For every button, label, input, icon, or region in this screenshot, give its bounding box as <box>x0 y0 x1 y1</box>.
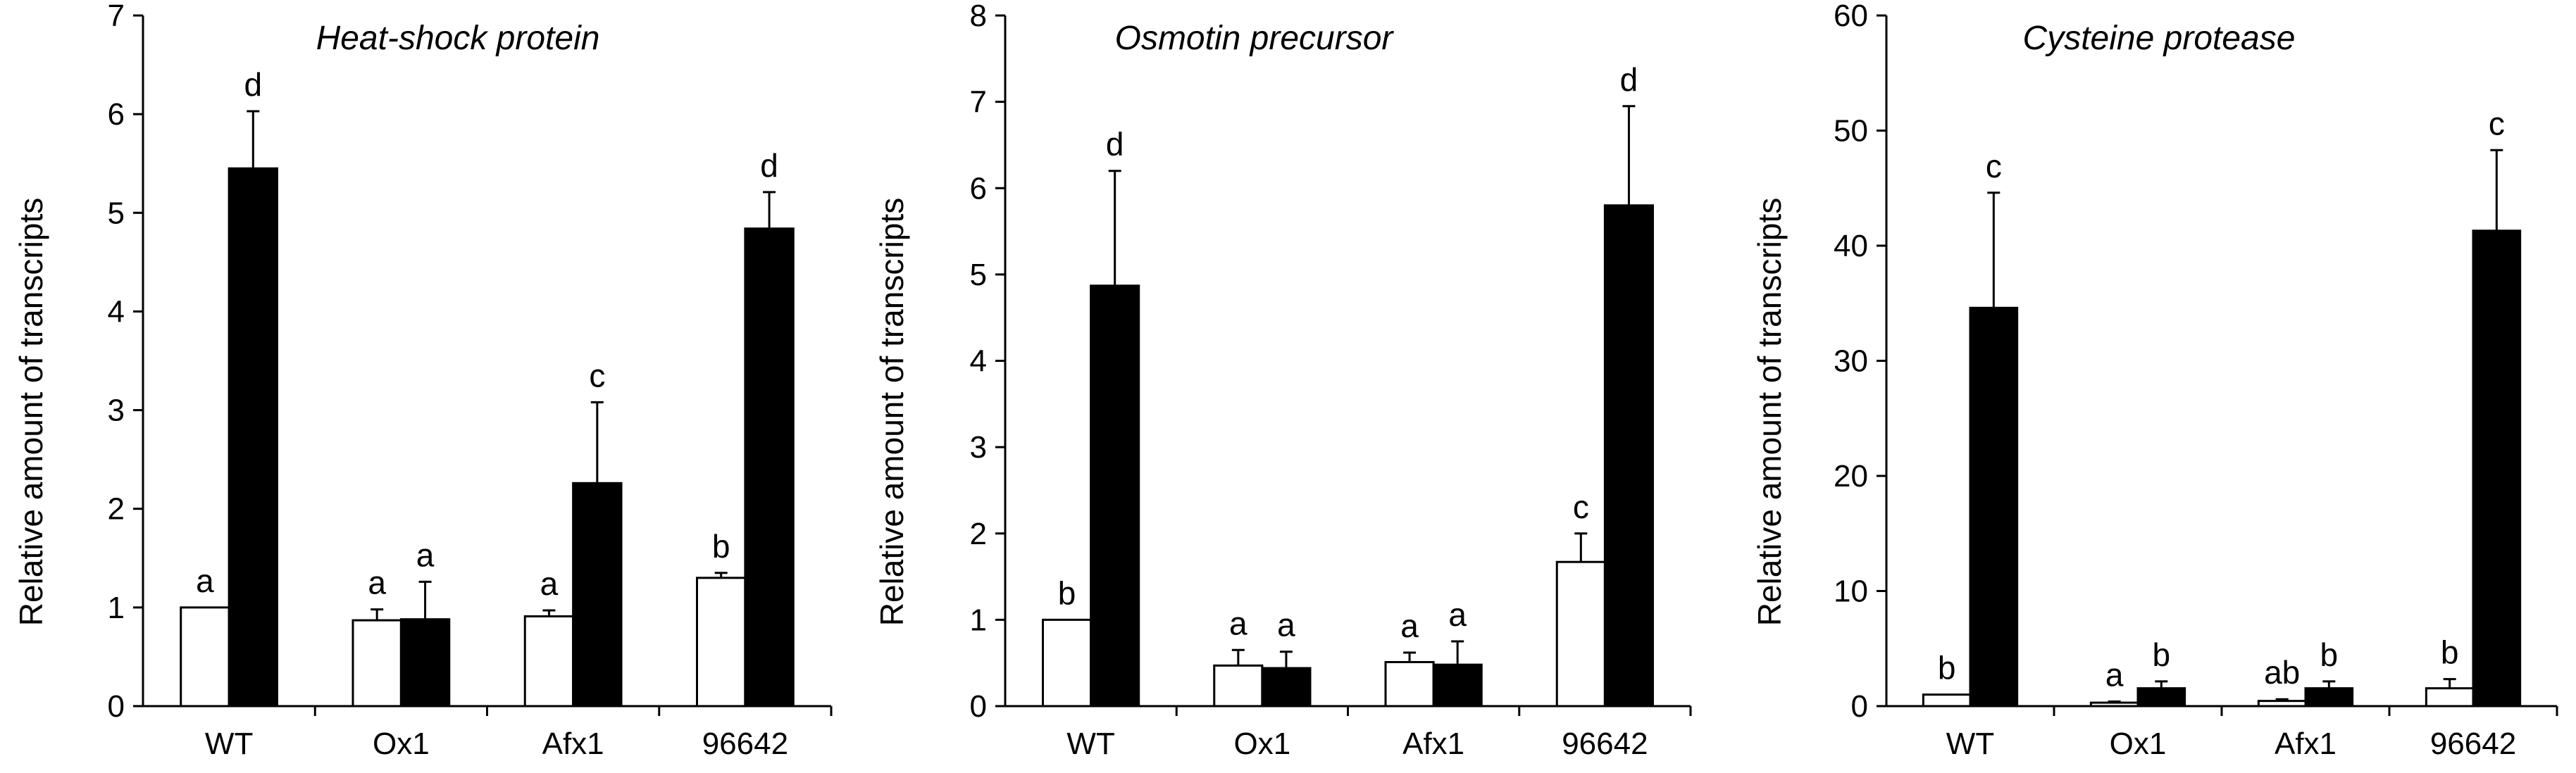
panel-osmotin-precursor: Osmotin precursor Relative amount of tra… <box>873 0 1692 761</box>
y-tick-label: 7 <box>970 85 987 120</box>
bar <box>2089 701 2139 708</box>
y-tick-label: 6 <box>970 171 987 206</box>
bar <box>572 482 623 708</box>
y-axis-label: Relative amount of transcripts <box>873 198 910 627</box>
significance-label: a <box>2105 656 2124 693</box>
x-tick-label: Ox1 <box>373 727 430 761</box>
bar <box>2136 687 2186 708</box>
y-tick-label: 1 <box>108 591 125 625</box>
y-tick-label: 0 <box>1851 689 1868 724</box>
bar <box>1213 664 1264 708</box>
y-tick-label: 4 <box>108 294 125 329</box>
significance-label: a <box>416 536 435 573</box>
bar <box>180 606 230 708</box>
bar <box>1555 560 1606 708</box>
chart-title: Osmotin precursor <box>1115 20 1395 57</box>
bar <box>2257 700 2307 708</box>
x-tick-label: Ox1 <box>1234 727 1291 761</box>
significance-label: d <box>760 147 778 184</box>
significance-label: a <box>1229 605 1247 641</box>
significance-label: a <box>1277 607 1295 643</box>
bar <box>1384 660 1435 708</box>
y-tick-label: 5 <box>108 196 125 230</box>
significance-label: d <box>1620 61 1638 98</box>
bar <box>1261 667 1312 708</box>
significance-label: d <box>1106 126 1124 163</box>
significance-label: b <box>1938 650 1956 686</box>
significance-label: ab <box>2264 654 2300 691</box>
y-tick-label: 3 <box>108 394 125 428</box>
significance-label: b <box>2441 634 2459 671</box>
bar <box>1090 284 1140 708</box>
y-tick-label: 3 <box>970 430 987 465</box>
significance-label: b <box>2320 636 2339 673</box>
bar <box>399 618 451 708</box>
x-tick-label: WT <box>1066 727 1114 761</box>
bar <box>1432 663 1483 708</box>
bar <box>1969 306 2019 708</box>
y-tick-label: 8 <box>970 0 987 33</box>
x-tick-label: Afx1 <box>542 727 604 761</box>
y-tick-label: 30 <box>1834 344 1868 379</box>
chart-title: Cysteine protease <box>2023 20 2296 57</box>
significance-label: c <box>1573 489 1589 525</box>
x-tick-label: Ox1 <box>2110 727 2167 761</box>
bar <box>2304 687 2354 708</box>
significance-label: d <box>244 66 263 103</box>
bar <box>744 227 795 708</box>
y-tick-label: 5 <box>970 258 987 292</box>
bar <box>523 615 575 708</box>
x-tick-label: 96642 <box>2430 727 2516 761</box>
panel-heat-shock-protein: Heat-shock protein Relative amount of tr… <box>13 0 833 761</box>
significance-label: c <box>589 357 605 394</box>
significance-label: c <box>2489 105 2505 142</box>
x-tick-label: Afx1 <box>2275 727 2337 761</box>
bar <box>1922 693 1972 708</box>
significance-label: a <box>196 563 214 599</box>
panel-cysteine-protease: Cysteine protease Relative amount of tra… <box>1751 0 2558 761</box>
significance-label: b <box>2153 636 2171 673</box>
y-tick-label: 10 <box>1834 574 1868 609</box>
y-tick-label: 0 <box>108 689 125 724</box>
significance-label: a <box>1400 608 1419 644</box>
significance-label: c <box>1986 148 2002 184</box>
y-tick-label: 1 <box>970 603 987 637</box>
x-tick-label: 96642 <box>1562 727 1648 761</box>
y-tick-label: 40 <box>1834 229 1868 263</box>
significance-label: b <box>712 528 730 565</box>
significance-label: a <box>368 565 386 601</box>
bar <box>351 619 402 708</box>
y-tick-label: 0 <box>970 689 987 724</box>
significance-label: b <box>1058 574 1076 611</box>
y-tick-label: 2 <box>970 517 987 551</box>
significance-label: a <box>1448 596 1467 633</box>
bar <box>1603 204 1654 708</box>
x-tick-label: WT <box>1946 727 1994 761</box>
bar <box>1042 618 1093 708</box>
y-tick-label: 6 <box>108 97 125 132</box>
y-tick-label: 2 <box>108 492 125 527</box>
significance-label: a <box>540 565 559 602</box>
y-axis-label: Relative amount of transcripts <box>13 198 49 627</box>
x-tick-label: 96642 <box>702 727 788 761</box>
bar <box>2472 230 2522 708</box>
y-tick-label: 7 <box>108 0 125 33</box>
y-tick-label: 4 <box>970 344 987 379</box>
bar <box>2425 687 2475 708</box>
bar <box>695 577 747 708</box>
y-tick-label: 60 <box>1834 0 1868 33</box>
x-tick-label: Afx1 <box>1402 727 1464 761</box>
y-tick-label: 20 <box>1834 459 1868 494</box>
y-tick-label: 50 <box>1834 114 1868 149</box>
x-tick-label: WT <box>205 727 253 761</box>
y-axis-label: Relative amount of transcripts <box>1751 198 1788 627</box>
chart-title: Heat-shock protein <box>316 20 600 57</box>
bar <box>228 167 279 708</box>
